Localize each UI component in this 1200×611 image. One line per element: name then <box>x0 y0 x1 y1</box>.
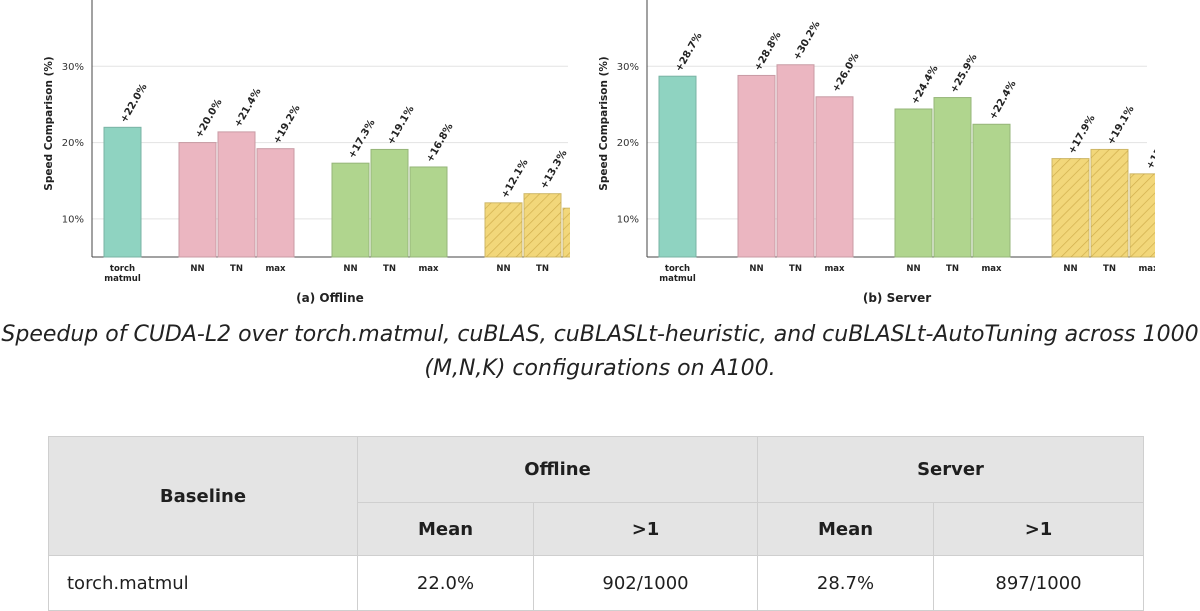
x-tick-label: TN <box>230 264 243 274</box>
x-tick-label: TN <box>789 264 802 274</box>
bar <box>409 166 448 258</box>
header-offline-mean: Mean <box>357 502 534 556</box>
bar <box>103 126 142 258</box>
data-label: +16.8% <box>425 122 456 165</box>
bar <box>776 64 815 258</box>
x-tick-label: NN <box>1063 264 1077 274</box>
bar-hatch <box>1052 158 1089 257</box>
x-tick-label: max <box>265 264 286 274</box>
caption-line-2: (M,N,K) configurations on A100. <box>424 356 776 381</box>
data-label: +22.4% <box>988 79 1019 122</box>
x-tick-label: max <box>824 264 845 274</box>
chart-offline: 10%20%30%40%Speed Comparison (%)+22.0%to… <box>40 0 609 310</box>
bar <box>331 162 370 258</box>
cell-server-gt1: 897/1000 <box>933 555 1144 611</box>
data-label: +19.1% <box>1106 104 1137 147</box>
cell-offline-mean: 22.0% <box>357 555 534 611</box>
bar <box>737 74 776 258</box>
data-label: +19.2% <box>272 103 303 146</box>
y-tick-label: 10% <box>62 214 84 225</box>
table-header-row: Baseline Offline Server <box>48 436 1144 556</box>
bar-hatch <box>1091 149 1128 257</box>
bar <box>894 108 933 258</box>
bar-hatch <box>1130 173 1167 257</box>
bar <box>815 96 854 258</box>
x-tick-label: TN <box>536 264 549 274</box>
bar <box>217 131 256 258</box>
bar <box>370 148 409 258</box>
chart-svg: 10%20%30%40%Speed Comparison (%)+22.0%to… <box>43 0 609 305</box>
bar <box>256 148 295 258</box>
x-tick-label: NN <box>906 264 920 274</box>
x-tick-label: TN <box>383 264 396 274</box>
figure-caption: Speedup of CUDA-L2 over torch.matmul, cu… <box>0 318 1200 386</box>
table-row: torch.matmul 22.0% 902/1000 28.7% 897/10… <box>48 555 1144 611</box>
data-label: +21.4% <box>233 87 264 130</box>
bar <box>933 97 972 258</box>
results-table: Baseline Offline Server Mean >1 Mean >1 … <box>48 436 1144 611</box>
caption-line-1: Speedup of CUDA-L2 over torch.matmul, cu… <box>1 322 1199 347</box>
x-tick-label: torch <box>665 264 690 274</box>
table-subheader-row: Mean >1 Mean >1 <box>49 502 1144 556</box>
x-tick-label: max <box>418 264 439 274</box>
bar-hatch <box>485 202 522 257</box>
data-label: +30.2% <box>792 19 823 62</box>
data-label: +13.3% <box>539 148 570 191</box>
bar <box>972 123 1011 258</box>
x-tick-label: NN <box>190 264 204 274</box>
cell-server-mean: 28.7% <box>757 555 934 611</box>
header-baseline: Baseline <box>48 436 358 556</box>
header-server-gt1: >1 <box>933 502 1144 556</box>
y-tick-label: 10% <box>617 214 639 225</box>
y-tick-label: 30% <box>62 62 84 73</box>
chart-server: 10%20%30%40%Speed Comparison (%)+28.7%to… <box>595 0 1176 310</box>
x-tick-label: NN <box>343 264 357 274</box>
chart-subtitle: (a) Offline <box>296 291 364 305</box>
data-label: +26.0% <box>831 51 862 94</box>
data-label: +15.9% <box>1145 129 1155 172</box>
data-label: +22.0% <box>119 82 150 125</box>
data-label: +28.7% <box>674 31 705 74</box>
y-tick-label: 30% <box>617 62 639 73</box>
cell-offline-gt1: 902/1000 <box>533 555 758 611</box>
x-tick-label: matmul <box>104 274 141 284</box>
y-axis-label: Speed Comparison (%) <box>43 56 55 190</box>
x-tick-label: NN <box>749 264 763 274</box>
bar <box>178 142 217 258</box>
x-tick-label: torch <box>110 264 135 274</box>
x-tick-label: TN <box>946 264 959 274</box>
chart-svg: 10%20%30%40%Speed Comparison (%)+28.7%to… <box>598 0 1176 305</box>
data-label: +25.9% <box>949 52 980 95</box>
x-tick-label: NN <box>496 264 510 274</box>
bar-hatch <box>524 193 561 257</box>
x-tick-label: max <box>1138 264 1155 274</box>
cell-baseline: torch.matmul <box>48 555 358 611</box>
bar <box>658 75 697 258</box>
x-tick-label: matmul <box>659 274 696 284</box>
data-label: +19.1% <box>386 104 417 147</box>
header-offline: Offline <box>357 436 758 503</box>
x-tick-label: max <box>981 264 1002 274</box>
chart-subtitle: (b) Server <box>863 291 931 305</box>
y-tick-label: 20% <box>62 138 84 149</box>
x-tick-label: TN <box>1103 264 1116 274</box>
header-server-mean: Mean <box>757 502 934 556</box>
header-server: Server <box>757 436 1144 503</box>
bar-hatch <box>563 208 600 257</box>
y-tick-label: 20% <box>617 138 639 149</box>
y-axis-label: Speed Comparison (%) <box>598 56 610 190</box>
header-offline-gt1: >1 <box>533 502 758 556</box>
